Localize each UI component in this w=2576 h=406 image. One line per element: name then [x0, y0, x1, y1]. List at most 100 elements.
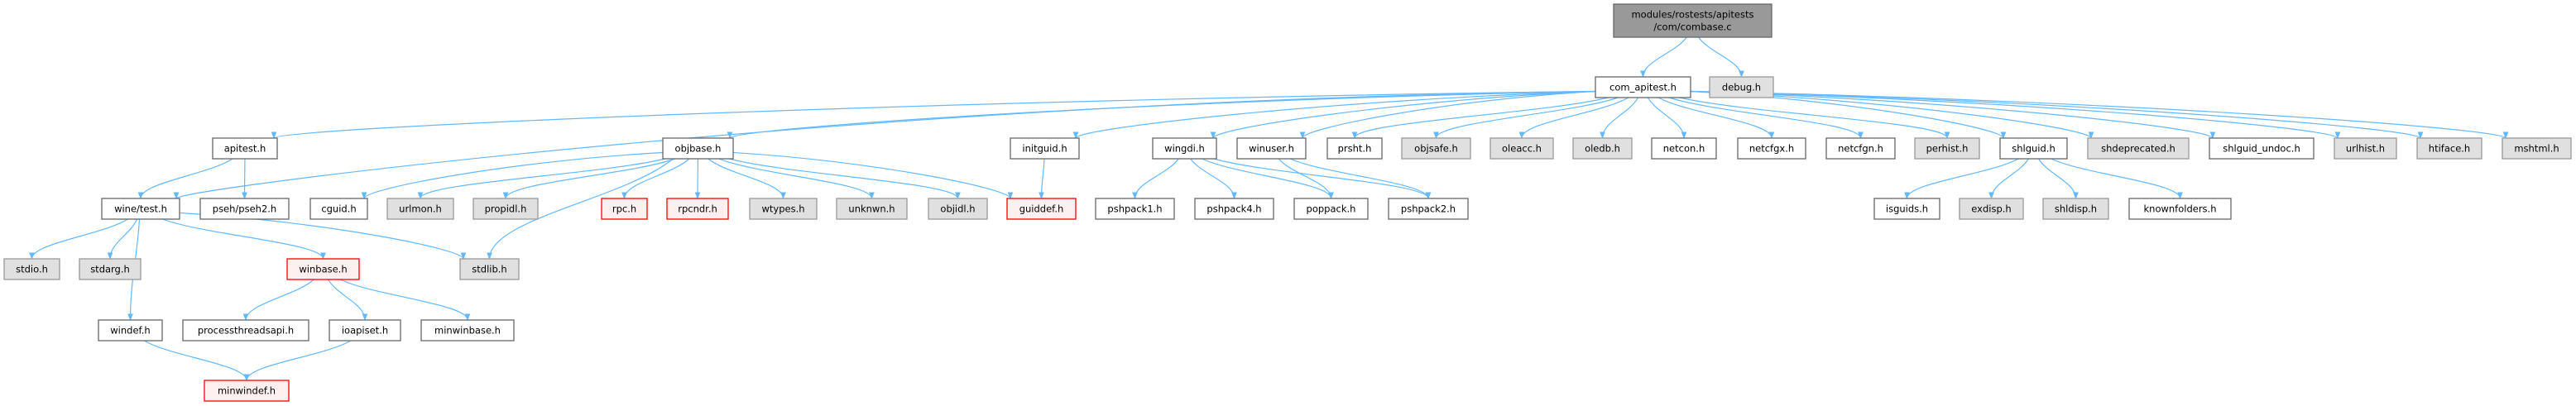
node-initguid[interactable]: initguid.h — [1010, 137, 1080, 160]
node-label: objsafe.h — [1414, 143, 1458, 155]
node-box — [1388, 198, 1469, 220]
node-pshpack4[interactable]: pshpack4.h — [1194, 198, 1274, 220]
edge-objbase-to-unknwn — [718, 158, 875, 199]
node-windef[interactable]: windef.h — [98, 319, 163, 342]
node-box — [1010, 137, 1080, 160]
node-shlguid_undoc[interactable]: shlguid_undoc.h — [2209, 137, 2315, 160]
node-propidl[interactable]: propidl.h — [473, 198, 539, 220]
node-label: modules/rostests/apitests — [1631, 9, 1753, 21]
node-pseh2[interactable]: pseh/pseh2.h — [199, 198, 290, 220]
node-label: cguid.h — [321, 203, 356, 215]
node-label: rpc.h — [612, 203, 636, 215]
node-label: debug.h — [1722, 82, 1761, 93]
node-objidl[interactable]: objidl.h — [928, 198, 988, 220]
node-stdarg[interactable]: stdarg.h — [79, 258, 142, 280]
node-ioapiset[interactable]: ioapiset.h — [329, 319, 401, 342]
node-objbase[interactable]: objbase.h — [662, 137, 734, 160]
node-cguid[interactable]: cguid.h — [309, 198, 368, 220]
node-unknwn[interactable]: unknwn.h — [836, 198, 908, 220]
node-label: ioapiset.h — [342, 325, 388, 337]
node-label: exdisp.h — [1971, 203, 2011, 215]
node-perhist[interactable]: perhist.h — [1914, 137, 1980, 160]
node-objsafe[interactable]: objsafe.h — [1401, 137, 1471, 160]
node-label: objbase.h — [675, 143, 722, 155]
node-box — [1236, 137, 1307, 160]
node-label: initguid.h — [1022, 143, 1067, 155]
node-label: netcon.h — [1663, 143, 1705, 155]
node-prsht[interactable]: prsht.h — [1326, 137, 1383, 160]
node-pshpack2[interactable]: pshpack2.h — [1388, 198, 1469, 220]
node-debug[interactable]: debug.h — [1709, 76, 1774, 98]
node-label: knownfolders.h — [2144, 203, 2217, 215]
nodes: modules/rostests/apitests/com/combase.c c… — [3, 3, 2572, 402]
node-stdio[interactable]: stdio.h — [3, 258, 60, 280]
node-mshtml[interactable]: mshtml.h — [2502, 137, 2572, 160]
node-box — [1006, 198, 1077, 220]
node-label: pshpack4.h — [1206, 203, 1261, 215]
edge-com_apitest-to-apitest — [271, 90, 1596, 139]
node-shldisp[interactable]: shldisp.h — [2042, 198, 2109, 220]
node-isguids[interactable]: isguids.h — [1873, 198, 1940, 220]
node-htiface[interactable]: htiface.h — [2416, 137, 2482, 160]
edge-shlguid-to-isguids — [1904, 158, 2019, 199]
node-box — [212, 137, 278, 160]
node-box — [1595, 76, 1691, 98]
node-urlmon[interactable]: urlmon.h — [386, 198, 454, 220]
node-label: urlhist.h — [2346, 143, 2385, 155]
node-box — [1999, 137, 2068, 160]
node-wingdi[interactable]: wingdi.h — [1152, 137, 1217, 160]
node-box — [1489, 137, 1554, 160]
node-box — [666, 198, 729, 220]
node-label: /com/combase.c — [1653, 21, 1731, 33]
node-winbase[interactable]: winbase.h — [286, 258, 360, 280]
node-netcfgx[interactable]: netcfgx.h — [1737, 137, 1806, 160]
node-shdeprecated[interactable]: shdeprecated.h — [2087, 137, 2190, 160]
node-poppack[interactable]: poppack.h — [1293, 198, 1369, 220]
node-label: stdarg.h — [90, 264, 130, 275]
node-root[interactable]: modules/rostests/apitests/com/combase.c — [1613, 3, 1772, 38]
node-label: shdeprecated.h — [2101, 143, 2175, 155]
node-rpcndr[interactable]: rpcndr.h — [666, 198, 729, 220]
node-apitest[interactable]: apitest.h — [212, 137, 278, 160]
edge-com_apitest-to-netcfgn — [1668, 97, 1864, 139]
node-urlhist[interactable]: urlhist.h — [2334, 137, 2397, 160]
node-label: wtypes.h — [761, 203, 804, 215]
node-label: propidl.h — [485, 203, 527, 215]
node-box — [1326, 137, 1383, 160]
node-box — [1959, 198, 2024, 220]
node-stdlib[interactable]: stdlib.h — [459, 258, 520, 280]
edge-com_apitest-to-objbase — [727, 90, 1596, 139]
node-processthreadsapi[interactable]: processthreadsapi.h — [182, 319, 309, 342]
node-oledb[interactable]: oledb.h — [1572, 137, 1633, 160]
node-knownfolders[interactable]: knownfolders.h — [2128, 198, 2232, 220]
node-minwinbase[interactable]: minwinbase.h — [420, 319, 515, 342]
node-winuser[interactable]: winuser.h — [1236, 137, 1307, 160]
node-label: wingdi.h — [1164, 143, 1205, 155]
node-box — [1194, 198, 1274, 220]
edge-shlguid-to-exdisp — [1988, 158, 2029, 199]
node-box — [2042, 198, 2109, 220]
node-pshpack1[interactable]: pshpack1.h — [1095, 198, 1175, 220]
node-label: processthreadsapi.h — [198, 325, 294, 337]
edge-com_apitest-to-htiface — [1690, 90, 2424, 139]
node-guiddef[interactable]: guiddef.h — [1006, 198, 1077, 220]
node-box — [2087, 137, 2190, 160]
node-minwindef[interactable]: minwindef.h — [204, 380, 290, 402]
edge-wingdi-to-pshpack1 — [1132, 158, 1179, 199]
node-rpc[interactable]: rpc.h — [601, 198, 648, 220]
edge-com_apitest-to-winuser — [1299, 90, 1596, 139]
node-shlguid[interactable]: shlguid.h — [1999, 137, 2068, 160]
node-label: perhist.h — [1926, 143, 1969, 155]
node-exdisp[interactable]: exdisp.h — [1959, 198, 2024, 220]
node-netcfgn[interactable]: netcfgn.h — [1825, 137, 1896, 160]
node-com_apitest[interactable]: com_apitest.h — [1595, 76, 1691, 98]
edge-winuser-to-pshpack2 — [1289, 158, 1432, 199]
node-netcon[interactable]: netcon.h — [1651, 137, 1717, 160]
edge-com_apitest-to-netcon — [1647, 97, 1687, 139]
edge-com_apitest-to-objsafe — [1433, 97, 1619, 139]
node-oleacc[interactable]: oleacc.h — [1489, 137, 1554, 160]
node-winetest[interactable]: wine/test.h — [101, 198, 180, 220]
edge-com_apitest-to-shlguid_undoc — [1690, 90, 2216, 139]
edge-winetest-to-stdarg — [107, 218, 138, 260]
node-wtypes[interactable]: wtypes.h — [749, 198, 818, 220]
